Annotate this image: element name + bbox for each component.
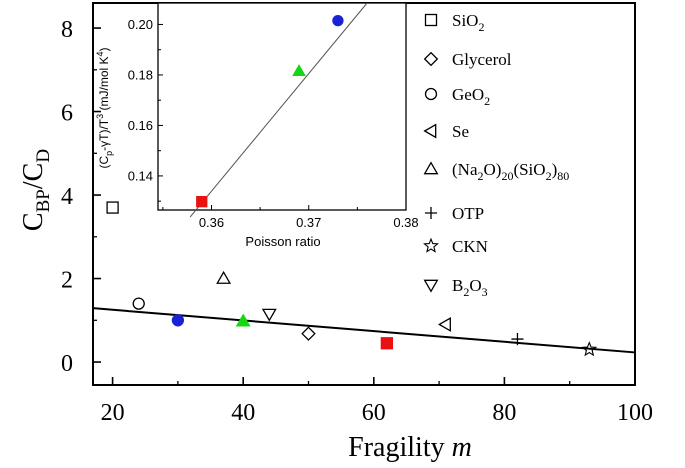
legend-item: GeO2 bbox=[424, 85, 490, 108]
legend-marker bbox=[423, 161, 439, 175]
legend-marker bbox=[423, 237, 439, 253]
-na2o-20-sio2-80-point bbox=[216, 270, 232, 284]
inset-x-tick-label: 0.36 bbox=[199, 215, 224, 230]
highlight-point bbox=[380, 337, 394, 350]
legend-label: SiO2 bbox=[452, 11, 484, 34]
inset-point bbox=[196, 196, 208, 208]
inset-fit-line bbox=[189, 2, 368, 218]
legend: SiO2 Glycerol GeO2 Se (Na2O)20(SiO2)80 OTP CKN… bbox=[423, 11, 569, 299]
legend-marker bbox=[424, 13, 438, 27]
legend-marker bbox=[423, 279, 439, 293]
inset-point bbox=[292, 64, 306, 77]
inset-y-tick-label: 0.16 bbox=[128, 118, 153, 133]
x-axis-label-text: Fragility bbox=[348, 432, 444, 463]
main-ticks: 20 40 60 80 100 0 2 4 6 8 bbox=[61, 17, 653, 426]
y-axis-label: CBP/CD bbox=[18, 149, 54, 231]
glycerol-point bbox=[301, 326, 316, 341]
y-axis-label-sub1: BP bbox=[33, 189, 54, 212]
legend-marker bbox=[423, 51, 439, 67]
legend-item: OTP bbox=[424, 204, 484, 223]
x-tick-label: 40 bbox=[231, 400, 255, 426]
inset-point bbox=[332, 15, 344, 27]
y-tick-label: 2 bbox=[61, 268, 73, 294]
ckn-point bbox=[581, 341, 598, 357]
legend-marker bbox=[423, 123, 437, 139]
legend-label: CKN bbox=[452, 237, 488, 256]
y-axis-label-mid: /C bbox=[18, 163, 49, 189]
y-axis-label-sub2: D bbox=[33, 149, 54, 163]
legend-item: Se bbox=[423, 122, 469, 141]
inset-x-tick-label: 0.38 bbox=[393, 215, 418, 230]
y-tick-label: 4 bbox=[61, 184, 73, 210]
legend-label: OTP bbox=[452, 204, 484, 223]
x-axis-label-var: m bbox=[452, 432, 472, 463]
inset-points bbox=[196, 15, 344, 208]
legend-item: B2O3 bbox=[423, 276, 488, 299]
b2o3-point bbox=[261, 308, 277, 322]
se-point bbox=[437, 317, 451, 332]
legend-item: Glycerol bbox=[423, 50, 512, 69]
x-tick-label: 80 bbox=[492, 400, 516, 426]
y-tick-label: 6 bbox=[61, 101, 73, 127]
fit-line bbox=[92, 307, 636, 354]
inset-y-tick-label: 0.18 bbox=[128, 67, 153, 82]
legend-label: GeO2 bbox=[452, 85, 490, 108]
inset-fit-line bbox=[189, 2, 368, 218]
legend-marker bbox=[424, 206, 438, 220]
y-tick-label: 0 bbox=[61, 351, 73, 377]
otp-point bbox=[511, 333, 524, 346]
legend-item: CKN bbox=[423, 237, 488, 256]
x-tick-label: 100 bbox=[617, 400, 653, 426]
y-tick-label: 8 bbox=[61, 17, 73, 43]
legend-item: (Na2O)20(SiO2)80 bbox=[423, 160, 569, 183]
legend-label: Glycerol bbox=[452, 50, 512, 69]
legend-label: B2O3 bbox=[452, 276, 488, 299]
legend-label: Se bbox=[452, 122, 469, 141]
main-points bbox=[106, 201, 598, 357]
geo2-point bbox=[132, 297, 145, 310]
inset-x-axis-label: Poisson ratio bbox=[245, 234, 320, 249]
legend-marker bbox=[424, 87, 438, 101]
inset-x-tick-label: 0.37 bbox=[296, 215, 321, 230]
legend-item: SiO2 bbox=[424, 11, 484, 34]
sio2-point bbox=[106, 201, 119, 214]
inset-y-tick-label: 0.14 bbox=[128, 168, 153, 183]
main-fit-line bbox=[92, 307, 636, 354]
highlight-point bbox=[235, 313, 251, 327]
x-tick-label: 20 bbox=[101, 400, 125, 426]
inset-y-axis-label: (Cp-γT)/T3 (mJ/mol K4) bbox=[95, 47, 114, 168]
x-tick-label: 60 bbox=[362, 400, 386, 426]
inset-ticks: 0.36 0.37 0.38 0.14 0.16 0.18 0.20 bbox=[128, 17, 419, 230]
y-axis-label-c: C bbox=[18, 212, 49, 231]
x-axis-label: Fragility m bbox=[348, 432, 472, 463]
inset-y-tick-label: 0.20 bbox=[128, 17, 153, 32]
legend-label: (Na2O)20(SiO2)80 bbox=[452, 160, 569, 183]
inset-plot: 0.36 0.37 0.38 0.14 0.16 0.18 0.20 Poisson rat… bbox=[95, 2, 419, 249]
highlight-point bbox=[171, 314, 185, 327]
